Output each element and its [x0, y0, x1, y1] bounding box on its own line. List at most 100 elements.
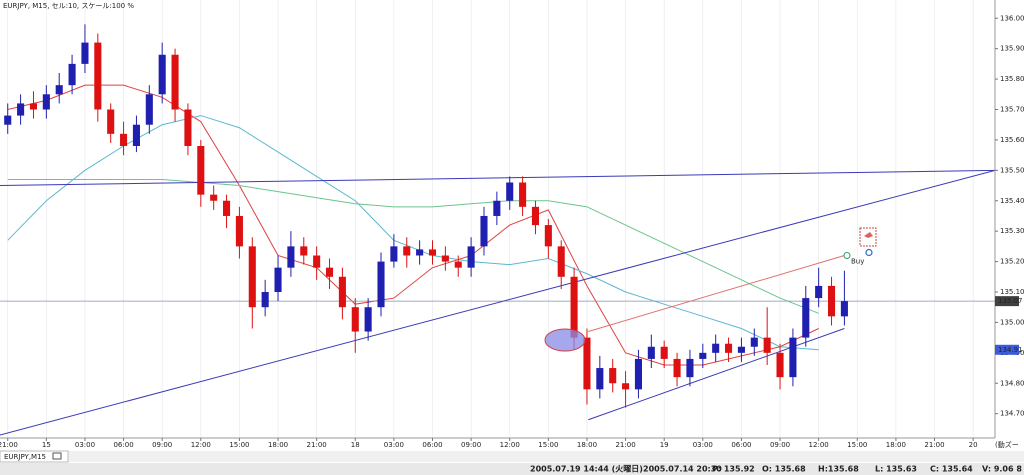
y-tick-label: 136.00 — [1000, 14, 1024, 22]
candle-body — [596, 368, 604, 390]
x-tick-label: 06:00 — [113, 441, 133, 449]
x-tick-label: 12:00 — [809, 441, 829, 449]
candle-body — [274, 267, 282, 292]
x-tick-label: 06:00 — [422, 441, 442, 449]
y-tick-label: 135.80 — [1000, 75, 1024, 83]
candle-body — [750, 337, 758, 347]
candle-body — [493, 200, 501, 216]
candle-body — [132, 124, 140, 146]
candle-body — [441, 255, 449, 262]
candle-body — [583, 337, 591, 390]
chart-header: EURJPY, M15, セル:10, スケール:100 % — [3, 2, 134, 10]
x-tick-label: 21:00 — [615, 441, 635, 449]
status-bar: 2005.07.19 14:44 (火曜日) 2005.07.14 20:30 … — [0, 463, 1024, 475]
plot-area — [0, 0, 996, 438]
x-tick-label: 15:00 — [538, 441, 558, 449]
candle-body — [416, 249, 424, 256]
x-tick-label: 18 — [351, 441, 360, 449]
alert-icon — [859, 227, 877, 247]
x-tick-label: 18:00 — [577, 441, 597, 449]
y-tick-label: 135.60 — [1000, 136, 1024, 144]
status-item: V: 9.06 8 — [982, 465, 1022, 474]
candle-body — [840, 301, 848, 317]
moving-average — [7, 115, 819, 351]
candle-body — [338, 276, 346, 308]
candle-body — [454, 261, 462, 268]
y-tick-label: 135.50 — [1000, 166, 1024, 174]
candle-body — [248, 246, 256, 308]
candle-body — [519, 182, 527, 207]
y-tick-label: 135.00 — [1000, 318, 1024, 326]
highlight-ellipse — [544, 328, 586, 352]
chart-tab[interactable] — [0, 450, 69, 463]
status-item: C: 135.64 — [930, 465, 973, 474]
candle-body — [313, 255, 321, 268]
candle-body — [776, 352, 784, 378]
x-tick-label: 21:00 — [0, 441, 18, 449]
candle-body — [351, 307, 359, 332]
x-tick-label: 12:00 — [191, 441, 211, 449]
x-tick-label: 21:00 — [307, 441, 327, 449]
candle-body — [325, 267, 334, 277]
y-tick-label: 135.70 — [1000, 106, 1024, 114]
x-tick-label: 06:00 — [731, 441, 751, 449]
candle-body — [827, 285, 836, 317]
candle-body — [158, 54, 166, 95]
price-label: 135.07 — [998, 297, 1023, 305]
y-tick-label: 135.30 — [1000, 227, 1024, 235]
candle-body — [235, 215, 243, 247]
candle-body — [68, 63, 76, 86]
moving-average — [7, 178, 819, 314]
candle-body — [531, 206, 540, 226]
candle-body — [403, 246, 411, 256]
x-tick-label: 21:00 — [924, 441, 944, 449]
candle-body — [467, 246, 475, 268]
candle-body — [17, 103, 25, 116]
y-tick-label: 134.70 — [1000, 410, 1024, 418]
candle-body — [300, 246, 308, 256]
x-tick-label: 09:00 — [152, 441, 172, 449]
x-tick-label: 15:00 — [847, 441, 867, 449]
alert-marker — [865, 248, 873, 257]
x-tick-label: 03:00 — [384, 441, 404, 449]
candle-body — [737, 346, 745, 353]
x-tick-label: 15:00 — [229, 441, 249, 449]
trendline — [0, 169, 996, 436]
candle-body — [223, 200, 231, 216]
candle-body — [480, 215, 488, 247]
candle-body — [42, 94, 50, 110]
trendline — [588, 255, 845, 333]
candle-body — [107, 109, 115, 134]
candle-body — [287, 246, 295, 268]
buy-marker — [843, 252, 851, 259]
candle-body — [428, 249, 437, 256]
candle-body — [184, 109, 192, 146]
candle-body — [120, 133, 128, 146]
x-tick-label: 03:00 — [693, 441, 713, 449]
price-label-box — [995, 344, 1019, 355]
candle-body — [609, 368, 617, 384]
candle-body — [699, 352, 707, 359]
candle-body — [377, 261, 385, 308]
candle-body — [544, 225, 552, 247]
tab-bar — [0, 451, 1024, 462]
candle-body — [725, 343, 733, 353]
price-label-box — [995, 296, 1019, 307]
candle-body — [815, 285, 823, 299]
status-item: L: 135.63 — [875, 465, 917, 474]
tab-label[interactable]: EURJPY,M15 — [4, 453, 46, 461]
x-tick-label: 09:00 — [770, 441, 790, 449]
y-tick-label: 135.20 — [1000, 258, 1024, 266]
status-item: O: 135.68 — [762, 465, 806, 474]
status-item: 2005.07.19 14:44 (火曜日) — [530, 464, 643, 474]
candle-body — [261, 292, 269, 308]
candle-body — [4, 115, 12, 125]
status-item: 2005.07.14 20:30 — [643, 465, 722, 474]
y-tick-label: 134.80 — [1000, 379, 1024, 387]
x-tick-label: 03:00 — [75, 441, 95, 449]
toolbar-label[interactable]: (動ズー — [995, 440, 1019, 449]
candle-body — [29, 103, 38, 110]
trendline — [0, 169, 996, 187]
x-tick-label: 18:00 — [268, 441, 288, 449]
